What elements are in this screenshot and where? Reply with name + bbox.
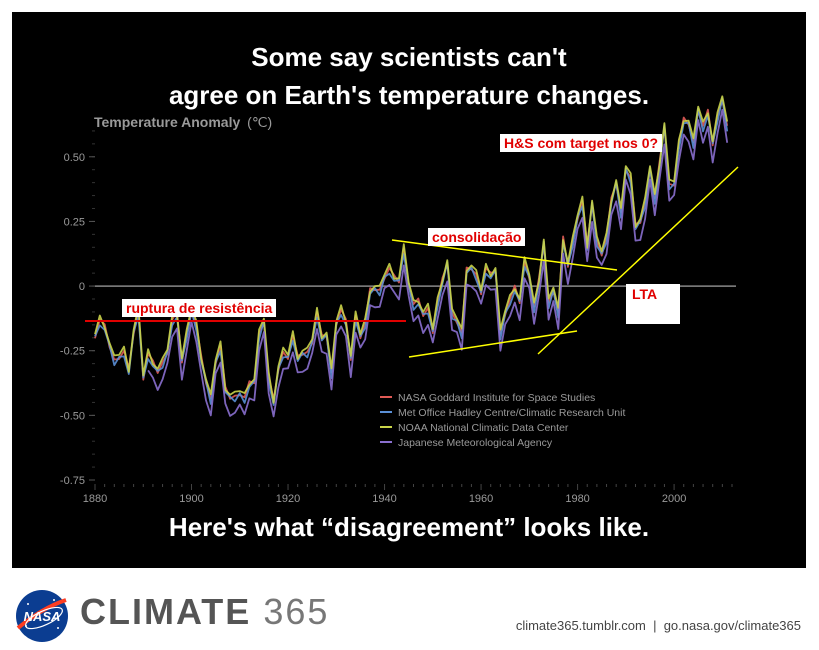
y-tick-label: -0.75 <box>60 475 85 487</box>
brand-word: CLIMATE <box>80 591 252 632</box>
x-tick-label: 1940 <box>372 493 396 505</box>
legend-label: Met Office Hadley Centre/Climatic Resear… <box>398 407 625 419</box>
temperature-anomaly-chart: 0.50 0.25 0 -0.25 -0.50 -0.75 1880 1900 1920 1940… <box>60 95 739 505</box>
x-tick-label: 1960 <box>469 493 493 505</box>
annotation-consolidation: consolidação <box>428 228 526 246</box>
legend-label: NOAA National Climatic Data Center <box>398 422 569 434</box>
chart-panel: Some say scientists can't agree on Earth… <box>12 12 806 568</box>
nasa-logo-icon: NASA <box>16 590 68 642</box>
y-tick-label: 0.50 <box>64 152 85 164</box>
x-tick-label: 1880 <box>83 493 107 505</box>
annotation-trend: LTA <box>626 284 680 324</box>
consolidation-lower-line <box>408 330 578 358</box>
brand-number: 365 <box>263 591 330 632</box>
annotation-resistance-break: ruptura de resistência <box>122 299 277 317</box>
y-tick-label: -0.50 <box>60 410 85 422</box>
svg-text:NASA: NASA <box>24 609 61 624</box>
headline-line-1: Some say scientists can't <box>251 42 567 72</box>
footer: NASA CLIMATE 365 climate365.tumblr.com | … <box>14 588 814 648</box>
y-tick-label: 0.25 <box>64 216 85 228</box>
y-tick-label: 0 <box>79 281 85 293</box>
series-line <box>147 108 729 418</box>
y-tick-label: -0.25 <box>60 346 85 358</box>
trend-line <box>537 166 739 355</box>
headline-line-2: agree on Earth's temperature changes. <box>168 80 650 110</box>
x-tick-label: 1900 <box>179 493 203 505</box>
annotation-head-and-shoulders: H&S com target nos 0? <box>500 134 663 152</box>
brand-title: CLIMATE 365 <box>80 591 329 633</box>
footline: Here's what “disagreement” looks like. <box>168 512 650 542</box>
footer-links[interactable]: climate365.tumblr.com | go.nasa.gov/clim… <box>515 618 801 633</box>
legend-label: Japanese Meteorological Agency <box>398 437 553 449</box>
y-axis-label-text: Temperature Anomaly <box>94 114 240 130</box>
x-tick-label: 1920 <box>276 493 300 505</box>
y-axis-label: Temperature Anomaly (℃) <box>94 114 272 130</box>
x-tick-label: 1980 <box>565 493 589 505</box>
headline: Some say scientists can't agree on Earth… <box>12 38 806 114</box>
y-axis-unit: (℃) <box>247 114 272 130</box>
x-tick-label: 2000 <box>662 493 686 505</box>
series-line <box>94 95 729 404</box>
legend-label: NASA Goddard Institute for Space Studies <box>398 392 595 404</box>
